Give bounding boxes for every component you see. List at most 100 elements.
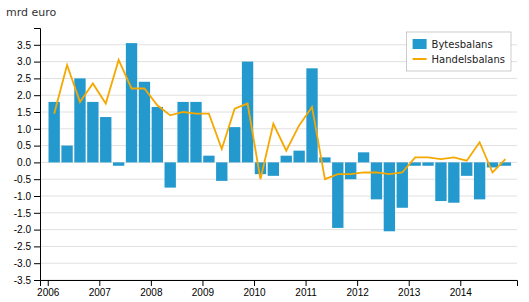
bar <box>242 62 253 163</box>
x-axis-line <box>41 281 518 287</box>
x-tick-mark <box>254 280 255 286</box>
y-tick: -2.5 <box>14 241 40 252</box>
x-tick: 2008 <box>140 280 163 298</box>
bar <box>229 127 240 162</box>
x-tick-label: 2013 <box>398 287 421 298</box>
x-tick: 2013 <box>398 280 421 298</box>
grid-line <box>40 128 517 129</box>
bar <box>165 162 176 187</box>
x-tick-label: 2008 <box>140 287 163 298</box>
y-tick-mark <box>34 146 40 147</box>
bar <box>281 156 292 163</box>
bar <box>126 43 137 162</box>
y-tick: 0.0 <box>17 157 40 168</box>
x-tick-label: 2012 <box>347 287 370 298</box>
x-tick-label: 2007 <box>89 287 112 298</box>
bar <box>177 102 188 162</box>
x-tick: 2011 <box>295 280 317 298</box>
y-tick-mark <box>34 213 40 214</box>
bar <box>306 68 317 162</box>
bar <box>190 102 201 162</box>
bar <box>87 102 98 162</box>
y-tick: 1.5 <box>17 107 40 118</box>
line <box>54 60 505 179</box>
y-tick-label: -2.5 <box>14 241 32 252</box>
y-tick-label: 1.5 <box>17 107 31 118</box>
y-tick: -2.0 <box>14 224 40 235</box>
legend-swatch <box>413 39 427 49</box>
y-tick-mark <box>34 263 40 264</box>
y-tick: -1.0 <box>14 191 40 202</box>
y-tick: 3.5 <box>17 40 40 51</box>
chart: -3.5-3.0-2.5-2.0-1.5-1.0-0.50.00.51.01.5… <box>0 0 529 302</box>
legend-swatch <box>413 58 427 60</box>
grid-line <box>40 95 517 96</box>
y-tick-label: -0.5 <box>14 174 32 185</box>
y-tick: -3.5 <box>14 275 40 286</box>
x-tick: 2010 <box>243 280 266 298</box>
y-tick-label: 3.5 <box>17 40 31 51</box>
bar <box>371 162 382 199</box>
y-axis-line <box>34 29 41 281</box>
grid-line <box>40 78 517 79</box>
y-label: mrd euro <box>6 6 57 19</box>
x-tick: 2006 <box>37 280 60 298</box>
legend-frame <box>407 32 511 71</box>
y-tick-label: -2.0 <box>14 224 32 235</box>
legend-label: Bytesbalans <box>432 39 493 50</box>
y-tick: 2.0 <box>17 90 40 101</box>
y-tick: -3.0 <box>14 258 40 269</box>
y-tick-label: -1.0 <box>14 191 32 202</box>
y-axis: -3.5-3.0-2.5-2.0-1.5-1.0-0.50.00.51.01.5… <box>14 29 41 286</box>
grid-line <box>40 145 517 146</box>
x-tick: 2014 <box>450 280 473 298</box>
x-tick-mark <box>409 280 410 286</box>
y-tick-mark <box>34 78 40 79</box>
legend-item: Handelsbalans <box>413 54 505 65</box>
y-tick-mark <box>34 112 40 113</box>
x-tick-label: 2011 <box>295 287 317 298</box>
plot: -3.5-3.0-2.5-2.0-1.5-1.0-0.50.00.51.01.5… <box>14 29 518 299</box>
bar <box>100 117 111 162</box>
y-tick-mark <box>34 62 40 63</box>
legend: Bytesbalans Handelsbalans <box>407 32 511 71</box>
x-tick-mark <box>99 280 100 286</box>
y-tick: -0.5 <box>14 174 40 185</box>
grid-line <box>40 263 517 264</box>
bar <box>152 107 163 162</box>
bar <box>203 156 214 163</box>
x-tick-label: 2010 <box>243 287 266 298</box>
x-tick-mark <box>460 280 461 286</box>
grid <box>40 45 517 280</box>
legend-item: Bytesbalans <box>413 39 493 50</box>
marks <box>49 43 512 231</box>
x-tick-mark <box>151 280 152 286</box>
y-tick-label: -3.5 <box>14 275 32 286</box>
bar <box>345 162 356 179</box>
x-tick-label: 2006 <box>37 287 60 298</box>
grid-line <box>40 212 517 213</box>
bar <box>293 151 304 163</box>
y-tick-mark <box>34 45 40 46</box>
x-tick-mark <box>306 280 307 286</box>
y-tick-mark <box>34 162 40 163</box>
bar <box>435 162 446 201</box>
y-tick-label: 3.0 <box>17 56 31 67</box>
x-tick: 2007 <box>89 280 112 298</box>
y-tick-label: 0.0 <box>17 157 31 168</box>
y-tick-mark <box>34 129 40 130</box>
x-tick-label: 2014 <box>450 287 473 298</box>
y-tick: 2.5 <box>17 73 40 84</box>
x-tick-mark <box>357 280 358 286</box>
x-axis: 200620072008200920102011201220132014 <box>37 280 517 298</box>
y-tick-mark <box>34 246 40 247</box>
legend-label: Handelsbalans <box>432 54 505 65</box>
x-tick-mark <box>48 280 49 286</box>
y-tick: 3.0 <box>17 56 40 67</box>
bar <box>268 162 279 175</box>
bar <box>216 162 227 180</box>
y-tick-mark <box>34 280 40 281</box>
bar <box>384 162 395 231</box>
x-tick: 2012 <box>347 280 370 298</box>
bar <box>461 162 472 175</box>
